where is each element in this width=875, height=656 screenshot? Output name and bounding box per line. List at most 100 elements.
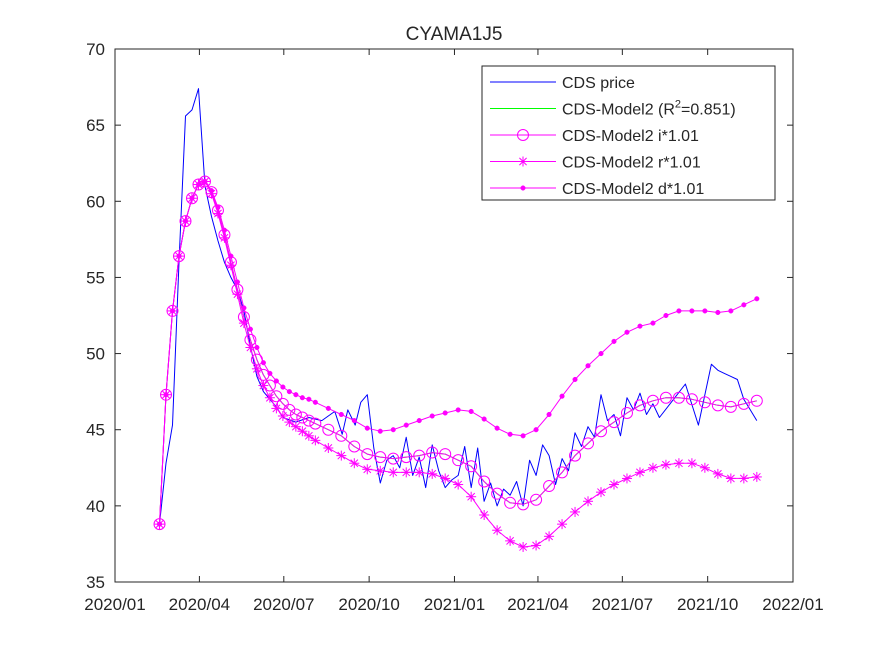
series-2-point: [465, 460, 478, 473]
series-4-point: [689, 308, 695, 314]
series-4-point: [195, 181, 202, 188]
series-3-point: [647, 462, 658, 473]
series-3-point: [303, 430, 314, 441]
y-tick-label: 70: [86, 40, 105, 59]
series-4-point: [260, 360, 266, 366]
series-4-point: [546, 411, 552, 418]
series-2-point: [198, 175, 211, 188]
series-3-point: [297, 426, 308, 437]
series-4-point: [221, 227, 227, 233]
y-tick-label: 40: [86, 497, 105, 516]
series-4-point: [754, 296, 760, 302]
series-2-point: [582, 437, 595, 450]
series-3-point-stroke: [304, 431, 313, 440]
series-3-point-stroke: [220, 233, 229, 242]
series-4-point: [306, 396, 312, 402]
series-3-point: [310, 435, 321, 446]
series-2-point: [543, 480, 556, 493]
series-3-point-stroke: [713, 469, 722, 478]
series-3-point-stroke: [324, 444, 333, 452]
series-4-point: [507, 431, 513, 437]
series-2-point: [413, 449, 426, 462]
series-2-point: [289, 408, 302, 421]
series-4-point: [338, 411, 344, 418]
series-4-point: [273, 378, 279, 384]
series-3-point-stroke: [213, 209, 222, 218]
series-3-point-stroke: [428, 469, 437, 478]
series-2-point: [685, 393, 698, 406]
series-4-point: [403, 422, 409, 428]
legend-label: CDS-Model2 (R2=0.851): [562, 99, 736, 119]
series-2-point: [361, 448, 374, 461]
x-tick-label: 2020/04: [169, 595, 230, 614]
series-2-point: [646, 394, 659, 407]
series-3-point-stroke: [687, 459, 696, 468]
series-3-point-stroke: [337, 451, 346, 460]
series-2-point: [335, 429, 348, 442]
series-3-point-stroke: [545, 532, 554, 541]
series-2-point: [172, 250, 185, 263]
series-4-point: [215, 204, 221, 210]
series-3-point: [388, 467, 399, 478]
series-4-point: [533, 427, 539, 433]
series-3-point: [277, 411, 288, 422]
legend-entry: CDS-Model2 d*1.01: [490, 181, 704, 198]
series-4-point: [241, 305, 247, 311]
series-2-point: [530, 493, 543, 506]
legend-label: CDS-Model2 r*1.01: [562, 155, 701, 172]
series-3-point: [245, 342, 256, 353]
y-tick-label: 50: [86, 345, 105, 364]
y-tick-label: 45: [86, 421, 105, 440]
series-3-point-stroke: [246, 343, 255, 352]
series-4-point: [572, 376, 578, 383]
series-2-point: [711, 399, 724, 412]
legend-marker-stroke: [519, 157, 527, 166]
series-3-point: [219, 232, 230, 243]
series-3-point: [557, 519, 568, 530]
series-3-point-stroke: [661, 460, 670, 469]
series-3-point-stroke: [610, 480, 618, 489]
series-4-point: [702, 308, 708, 314]
series-3-point-stroke: [285, 418, 294, 427]
series-3-point-stroke: [376, 466, 385, 475]
series-3-point: [427, 468, 438, 479]
series-4-point: [176, 253, 182, 259]
series-4: [156, 178, 760, 527]
series-3-point: [284, 417, 295, 428]
series-4-point: [377, 428, 383, 434]
series-3-point-stroke: [363, 465, 372, 474]
y-tick-label: 65: [86, 116, 105, 135]
series-3-point: [271, 403, 282, 414]
series-layer: [153, 88, 763, 552]
x-tick-label: 2021/07: [592, 595, 653, 614]
series-4-point: [468, 408, 474, 414]
series-3-point-stroke: [558, 520, 567, 529]
series-2-point: [374, 451, 387, 464]
series-3-point-stroke: [648, 463, 657, 472]
series-3-point-stroke: [752, 472, 761, 481]
series-3-point: [673, 458, 684, 469]
x-tick-label: 2022/01: [762, 595, 823, 614]
series-3-point: [336, 450, 347, 461]
series-3-point-stroke: [265, 393, 274, 402]
series-3-point-stroke: [415, 468, 424, 477]
series-3-point-stroke: [441, 474, 450, 483]
series-2-point: [400, 451, 413, 464]
series-2-point: [302, 414, 315, 427]
series-4-point: [598, 351, 604, 357]
series-4-point: [715, 309, 721, 316]
series-2-point: [179, 215, 192, 228]
series-2-point: [724, 400, 737, 413]
series-2-point: [426, 446, 439, 459]
series-2-point: [309, 417, 322, 430]
series-3-point: [479, 509, 490, 520]
series-3-point: [531, 540, 542, 551]
series-3-point-stroke: [674, 459, 683, 468]
series-4-point: [364, 425, 370, 431]
series-3-point: [608, 479, 619, 490]
series-3-point-stroke: [272, 404, 281, 413]
series-2-point: [478, 475, 491, 488]
series-2-point: [491, 487, 504, 500]
y-tick-label: 60: [86, 192, 105, 211]
series-3-point: [264, 392, 275, 403]
